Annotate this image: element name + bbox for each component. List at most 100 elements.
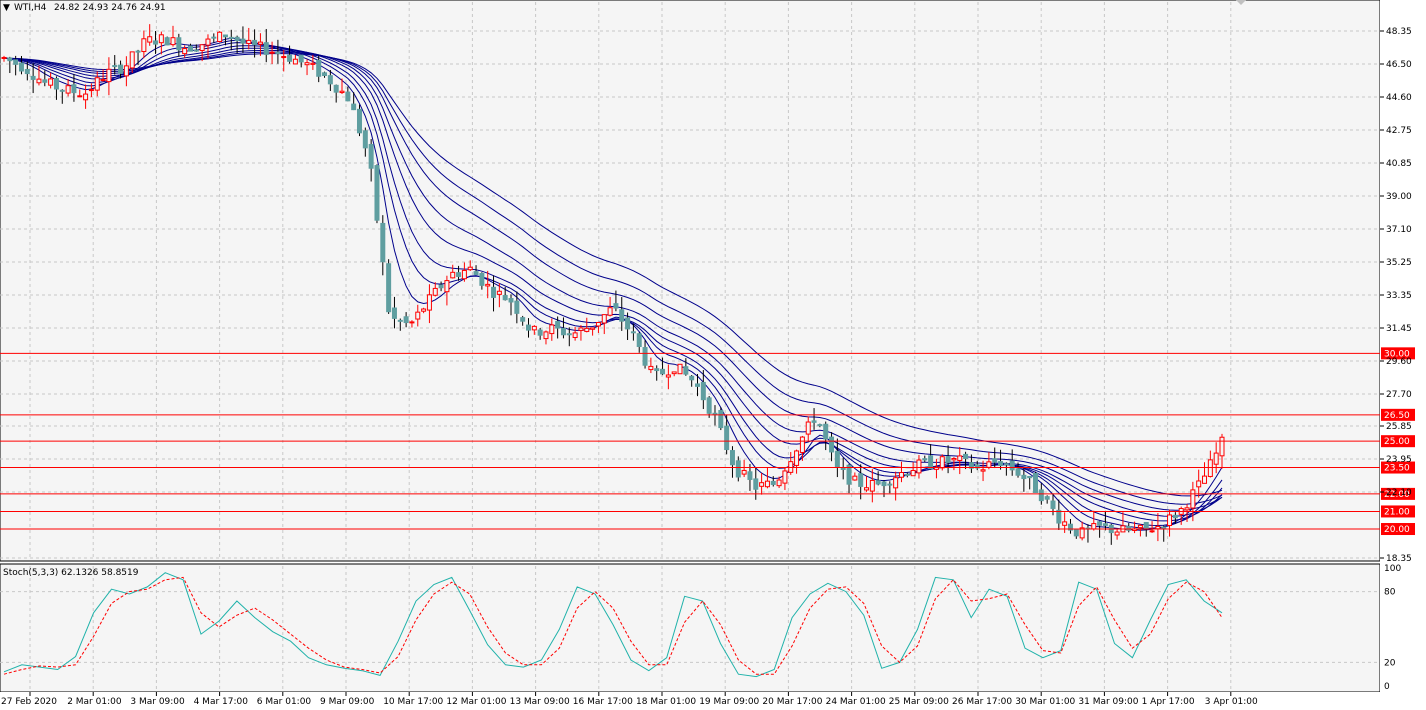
- candle-body[interactable]: [316, 59, 322, 77]
- candle-body[interactable]: [153, 40, 159, 45]
- candle-body[interactable]: [13, 59, 19, 65]
- candle-body[interactable]: [1067, 523, 1073, 531]
- candle-body[interactable]: [1114, 531, 1120, 536]
- candle-body[interactable]: [951, 457, 957, 461]
- candle-body[interactable]: [852, 475, 858, 481]
- candle-body[interactable]: [1102, 523, 1108, 526]
- candle-body[interactable]: [83, 93, 89, 101]
- horizontal-levels[interactable]: 30.00 26.50 25.00 23.50 22.00 21.00 20.00: [0, 347, 1415, 536]
- candle-body[interactable]: [660, 368, 666, 375]
- candle-body[interactable]: [753, 478, 759, 490]
- candle-body[interactable]: [100, 79, 106, 82]
- candle-body[interactable]: [508, 298, 514, 303]
- candle-body[interactable]: [770, 480, 776, 485]
- candle-body[interactable]: [968, 462, 974, 469]
- candle-body[interactable]: [1062, 521, 1068, 526]
- candle-body[interactable]: [222, 34, 228, 38]
- candle-body[interactable]: [869, 479, 875, 492]
- candle-body[interactable]: [630, 331, 636, 334]
- candle-body[interactable]: [135, 50, 141, 53]
- candle-body[interactable]: [560, 327, 566, 336]
- candle-body[interactable]: [963, 453, 969, 459]
- candle-body[interactable]: [333, 84, 339, 93]
- candle-body[interactable]: [467, 266, 473, 271]
- candle-body[interactable]: [916, 459, 922, 474]
- candle-body[interactable]: [322, 72, 328, 77]
- candle-body[interactable]: [71, 84, 77, 94]
- candle-body[interactable]: [491, 286, 497, 298]
- candle-body[interactable]: [625, 317, 631, 330]
- candle-body[interactable]: [636, 333, 642, 347]
- candle-body[interactable]: [1, 56, 7, 59]
- candle-body[interactable]: [409, 321, 415, 324]
- candle-body[interactable]: [7, 57, 13, 62]
- candle-body[interactable]: [642, 347, 648, 366]
- candle-body[interactable]: [1091, 523, 1097, 530]
- candle-body[interactable]: [362, 130, 368, 149]
- candle-body[interactable]: [525, 324, 531, 331]
- candle-body[interactable]: [252, 39, 258, 46]
- candle-body[interactable]: [129, 51, 135, 69]
- candle-body[interactable]: [864, 487, 870, 491]
- candle-body[interactable]: [257, 41, 263, 45]
- candle-body[interactable]: [1213, 452, 1219, 465]
- candle-body[interactable]: [473, 271, 479, 276]
- candle-body[interactable]: [269, 51, 275, 54]
- candle-body[interactable]: [444, 280, 450, 293]
- candle-body[interactable]: [619, 309, 625, 322]
- candle-body[interactable]: [147, 36, 153, 43]
- candle-body[interactable]: [24, 68, 30, 75]
- candle-body[interactable]: [735, 460, 741, 478]
- candle-body[interactable]: [904, 473, 910, 476]
- candle-body[interactable]: [945, 456, 951, 463]
- candle-body[interactable]: [531, 325, 537, 331]
- candle-body[interactable]: [456, 272, 462, 277]
- candle-body[interactable]: [479, 272, 485, 286]
- dropdown-arrow-icon[interactable]: ▼: [3, 3, 10, 13]
- candle-body[interactable]: [858, 473, 864, 487]
- candle-body[interactable]: [805, 421, 811, 435]
- candle-body[interactable]: [30, 75, 36, 80]
- candle-body[interactable]: [176, 37, 182, 51]
- candle-body[interactable]: [928, 455, 934, 470]
- candle-body[interactable]: [234, 36, 240, 42]
- candle-body[interactable]: [397, 319, 403, 322]
- candle-body[interactable]: [263, 42, 269, 55]
- candle-body[interactable]: [992, 458, 998, 463]
- candle-body[interactable]: [671, 371, 677, 375]
- candle-body[interactable]: [1155, 525, 1161, 530]
- candle-body[interactable]: [351, 103, 357, 111]
- candle-body[interactable]: [199, 44, 205, 51]
- candle-body[interactable]: [1003, 463, 1009, 466]
- candle-body[interactable]: [374, 165, 380, 221]
- candle-body[interactable]: [1143, 521, 1149, 529]
- candle-body[interactable]: [415, 311, 421, 320]
- candle-body[interactable]: [689, 375, 695, 381]
- candle-body[interactable]: [421, 308, 427, 312]
- candle-body[interactable]: [910, 469, 916, 477]
- candle-body[interactable]: [310, 62, 316, 65]
- candle-body[interactable]: [36, 78, 42, 84]
- candle-body[interactable]: [566, 333, 572, 336]
- candle-body[interactable]: [193, 49, 199, 52]
- candle-body[interactable]: [764, 480, 770, 488]
- candle-body[interactable]: [724, 425, 730, 451]
- candle-body[interactable]: [368, 143, 374, 169]
- candle-body[interactable]: [648, 365, 654, 371]
- candle-body[interactable]: [426, 294, 432, 311]
- candle-body[interactable]: [275, 51, 281, 55]
- candle-body[interactable]: [123, 65, 129, 77]
- candle-body[interactable]: [1184, 507, 1190, 511]
- candle-body[interactable]: [834, 450, 840, 468]
- candle-body[interactable]: [823, 423, 829, 440]
- candle-body[interactable]: [601, 314, 607, 324]
- candle-body[interactable]: [48, 78, 54, 86]
- candle-body[interactable]: [1079, 527, 1085, 539]
- candle-body[interactable]: [1009, 460, 1015, 471]
- candle-body[interactable]: [957, 455, 963, 461]
- candle-body[interactable]: [1149, 530, 1155, 533]
- candle-body[interactable]: [537, 329, 543, 336]
- candle-body[interactable]: [1097, 521, 1103, 526]
- candle-body[interactable]: [677, 363, 683, 375]
- candle-body[interactable]: [578, 327, 584, 331]
